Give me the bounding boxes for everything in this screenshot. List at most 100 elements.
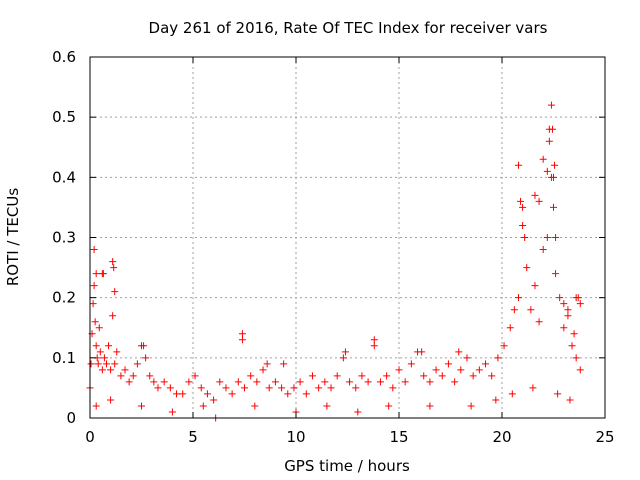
data-point [327, 384, 335, 392]
data-point [475, 366, 483, 374]
axis-ticks [89, 56, 606, 419]
data-point [109, 258, 117, 266]
data-point [543, 167, 551, 175]
data-point [99, 270, 107, 278]
data-point [550, 173, 557, 181]
data-point [102, 360, 110, 368]
data-point [531, 282, 539, 290]
data-point [572, 354, 580, 362]
data-point [89, 300, 97, 308]
data-point [150, 378, 158, 386]
data-point [216, 378, 224, 386]
data-point [290, 384, 298, 392]
data-point [467, 402, 475, 410]
data-point [492, 396, 500, 404]
data-point [109, 312, 117, 320]
data-point [238, 336, 246, 344]
data-point [519, 221, 527, 229]
data-point [354, 408, 362, 416]
data-point [494, 354, 502, 362]
data-point [510, 306, 518, 314]
x-tick-label: 10 [286, 428, 305, 446]
data-point [401, 378, 409, 386]
data-point [121, 366, 129, 374]
data-point [395, 366, 403, 374]
y-axis-label: ROTI / TECUs [4, 188, 22, 286]
data-point [469, 372, 477, 380]
data-point [566, 396, 574, 404]
data-point [113, 348, 121, 356]
data-point [514, 161, 522, 169]
y-tick-labels: 0 0.1 0.2 0.3 0.4 0.5 0.6 [52, 48, 76, 427]
data-point [545, 137, 553, 145]
data-point [146, 372, 154, 380]
x-tick-label: 5 [188, 428, 198, 446]
data-point [564, 312, 572, 320]
data-point [370, 336, 378, 344]
y-tick-label: 0.4 [52, 168, 76, 186]
data-point [376, 378, 384, 386]
data-point [142, 354, 150, 362]
data-point [346, 378, 354, 386]
data-point [228, 390, 236, 398]
data-point [247, 372, 255, 380]
data-point [341, 348, 349, 356]
y-tick-label: 0.2 [52, 289, 76, 307]
x-tick-label: 20 [492, 428, 511, 446]
chart-title: Day 261 of 2016, Rate Of TEC Index for r… [149, 19, 548, 37]
x-tick-label: 25 [595, 428, 614, 446]
data-point [364, 378, 372, 386]
data-point [570, 330, 578, 338]
data-point [576, 366, 584, 374]
data-point [438, 372, 446, 380]
data-point [543, 234, 551, 241]
data-point [358, 372, 366, 380]
data-point [451, 378, 459, 386]
data-point [92, 342, 100, 350]
data-point [482, 360, 490, 368]
data-point [426, 378, 434, 386]
data-point [129, 372, 137, 380]
data-point [508, 390, 516, 398]
data-point [105, 342, 113, 350]
data-point [426, 402, 434, 410]
data-point [94, 360, 102, 368]
data-point [166, 384, 174, 392]
data-point [370, 342, 378, 350]
data-point [420, 372, 428, 380]
data-point [551, 161, 559, 169]
data-point [280, 360, 288, 368]
data-point [432, 366, 440, 374]
data-point [241, 384, 248, 392]
data-point [284, 390, 292, 398]
data-point [574, 294, 582, 302]
data-point [560, 300, 568, 308]
data-point [90, 282, 98, 290]
data-point [203, 390, 211, 398]
data-point [222, 384, 230, 392]
data-point [271, 378, 279, 386]
x-tick-label: 0 [85, 428, 95, 446]
data-point [168, 408, 176, 416]
data-point [521, 234, 529, 241]
data-point [263, 360, 271, 368]
data-point [111, 360, 119, 368]
data-point [552, 234, 560, 241]
data-point [500, 342, 508, 350]
y-tick-label: 0.5 [52, 108, 76, 126]
data-point [531, 191, 539, 199]
data-point [173, 390, 181, 398]
x-tick-label: 15 [389, 428, 408, 446]
data-point [95, 324, 103, 332]
data-point [100, 354, 108, 362]
data-point [296, 378, 304, 386]
data-point [308, 372, 316, 380]
data-point [517, 197, 525, 205]
data-point [556, 294, 564, 302]
y-tick-label: 0.1 [52, 349, 76, 367]
data-point [333, 372, 341, 380]
data-point [535, 318, 543, 326]
data-point [323, 402, 331, 410]
data-point [160, 378, 168, 386]
data-point [98, 366, 106, 374]
